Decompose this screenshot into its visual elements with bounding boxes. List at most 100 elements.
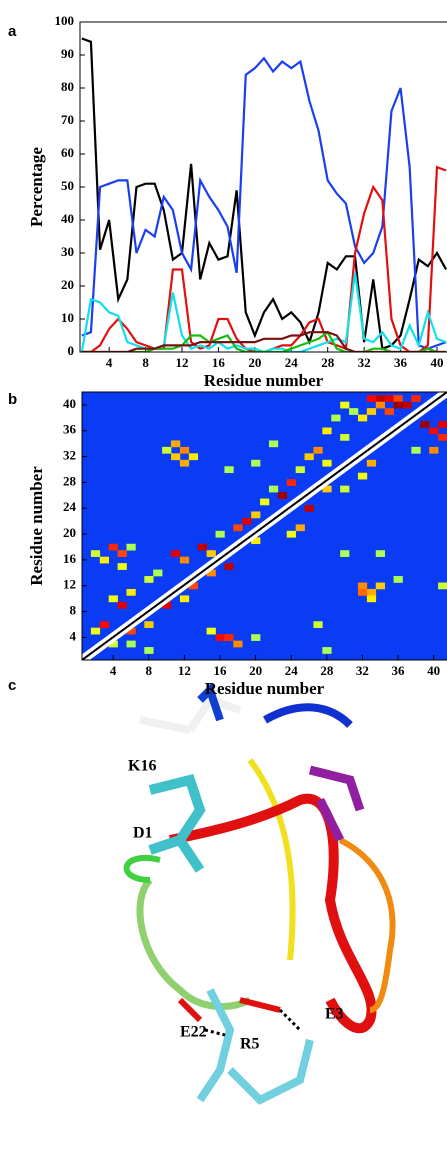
heatmap-cell [179, 595, 190, 603]
heatmap-cell [340, 401, 350, 409]
heatmap-cell [322, 647, 332, 654]
x-tick-label: 32 [358, 355, 371, 370]
heatmap-cell [268, 485, 279, 493]
heatmap-cell [366, 595, 377, 603]
y-tick-label: 60 [61, 145, 74, 160]
heatmap-cell [429, 427, 439, 435]
heatmap-cell [411, 395, 421, 402]
heatmap-cell [224, 563, 234, 570]
residue-label: R5 [240, 1036, 260, 1053]
y-tick-label: 4 [70, 628, 77, 643]
heatmap-cell [313, 446, 323, 454]
plot-frame [81, 391, 447, 661]
x-axis-title: Residue number [205, 679, 325, 698]
y-tick-label: 36 [63, 422, 77, 437]
heatmap-cell [171, 453, 181, 461]
y-tick-label: 24 [63, 499, 77, 514]
heatmap-cell [233, 524, 243, 532]
heatmap-cell [357, 588, 368, 596]
heatmap-cell [322, 459, 332, 467]
y-axis-title: Residue number [27, 466, 46, 586]
heatmap-cell [393, 395, 403, 402]
heatmap-cell [108, 640, 118, 648]
heatmap-cell [99, 556, 110, 564]
y-tick-label: 90 [61, 46, 74, 61]
heatmap-cell [357, 582, 368, 590]
x-tick-label: 16 [213, 663, 227, 678]
x-tick-label: 32 [356, 663, 369, 678]
x-tick-label: 20 [249, 663, 262, 678]
heatmap-cell [126, 627, 136, 635]
heatmap-cell [402, 401, 412, 409]
heatmap-cell [179, 446, 190, 454]
y-tick-label: 30 [61, 244, 74, 259]
y-tick-label: 80 [61, 79, 74, 94]
heatmap-cell [108, 595, 118, 603]
heatmap-cell [340, 550, 350, 557]
x-tick-label: 40 [427, 663, 440, 678]
heatmap-cell [251, 537, 261, 545]
heatmap-cell [375, 582, 385, 590]
heatmap-cell [304, 453, 314, 461]
residue-label: E3 [325, 1006, 344, 1023]
series-line [81, 330, 447, 352]
heatmap-cell [286, 530, 296, 538]
heatmap-cell [260, 498, 270, 506]
heatmap-cell [366, 459, 377, 467]
x-tick-label: 24 [285, 355, 299, 370]
heatmap-cell [286, 479, 296, 486]
heatmap-cell [224, 634, 234, 641]
heatmap-cell [357, 472, 368, 480]
heatmap-cell [295, 524, 305, 532]
y-tick-label: 40 [61, 211, 74, 226]
y-axis-title: Percentage [27, 147, 46, 227]
heatmap-cell [126, 640, 136, 648]
heatmap-cell [171, 550, 181, 557]
panel-label: b [8, 391, 17, 408]
heatmap-cell [215, 634, 225, 641]
heatmap-cell [224, 466, 234, 474]
heatmap-cell [251, 459, 261, 467]
y-tick-label: 70 [61, 112, 74, 127]
heatmap-cell [179, 556, 190, 564]
heatmap-cell [144, 647, 154, 654]
heatmap-cell [366, 588, 377, 596]
heatmap-cell [233, 640, 243, 648]
heatmap-cell [340, 433, 350, 441]
heatmap-cell [375, 395, 385, 402]
plot-area [82, 392, 447, 660]
y-tick-label: 28 [63, 473, 77, 488]
y-tick-label: 8 [70, 603, 77, 618]
heatmap-cell [90, 550, 101, 557]
x-tick-label: 16 [212, 355, 226, 370]
x-tick-label: 12 [175, 355, 188, 370]
heatmap-cell [126, 588, 136, 596]
heatmap-cell [251, 634, 261, 641]
y-tick-label: 0 [68, 343, 75, 358]
x-tick-label: 36 [394, 355, 408, 370]
heatmap-cell [206, 627, 216, 635]
heatmap-cell [153, 569, 163, 577]
heatmap-cell [197, 543, 207, 551]
heatmap-cell [295, 466, 305, 474]
heatmap-cell [331, 414, 341, 422]
x-tick-label: 4 [106, 355, 113, 370]
heatmap-cell [313, 621, 323, 629]
y-tick-label: 16 [63, 551, 77, 566]
heatmap-cell [206, 550, 216, 557]
heatmap-cell [340, 485, 350, 493]
y-tick-label: 20 [63, 525, 76, 540]
x-tick-label: 24 [285, 663, 299, 678]
y-tick-label: 50 [61, 178, 74, 193]
heatmap-cell [162, 601, 172, 609]
heatmap-cell [277, 492, 288, 499]
heatmap-cell [393, 401, 403, 409]
heatmap-cell [108, 543, 118, 551]
heatmap-cell [384, 395, 394, 402]
diagonal [82, 392, 447, 660]
heatmap-cell [366, 395, 377, 402]
series-line [81, 56, 447, 350]
series-line [81, 331, 447, 352]
